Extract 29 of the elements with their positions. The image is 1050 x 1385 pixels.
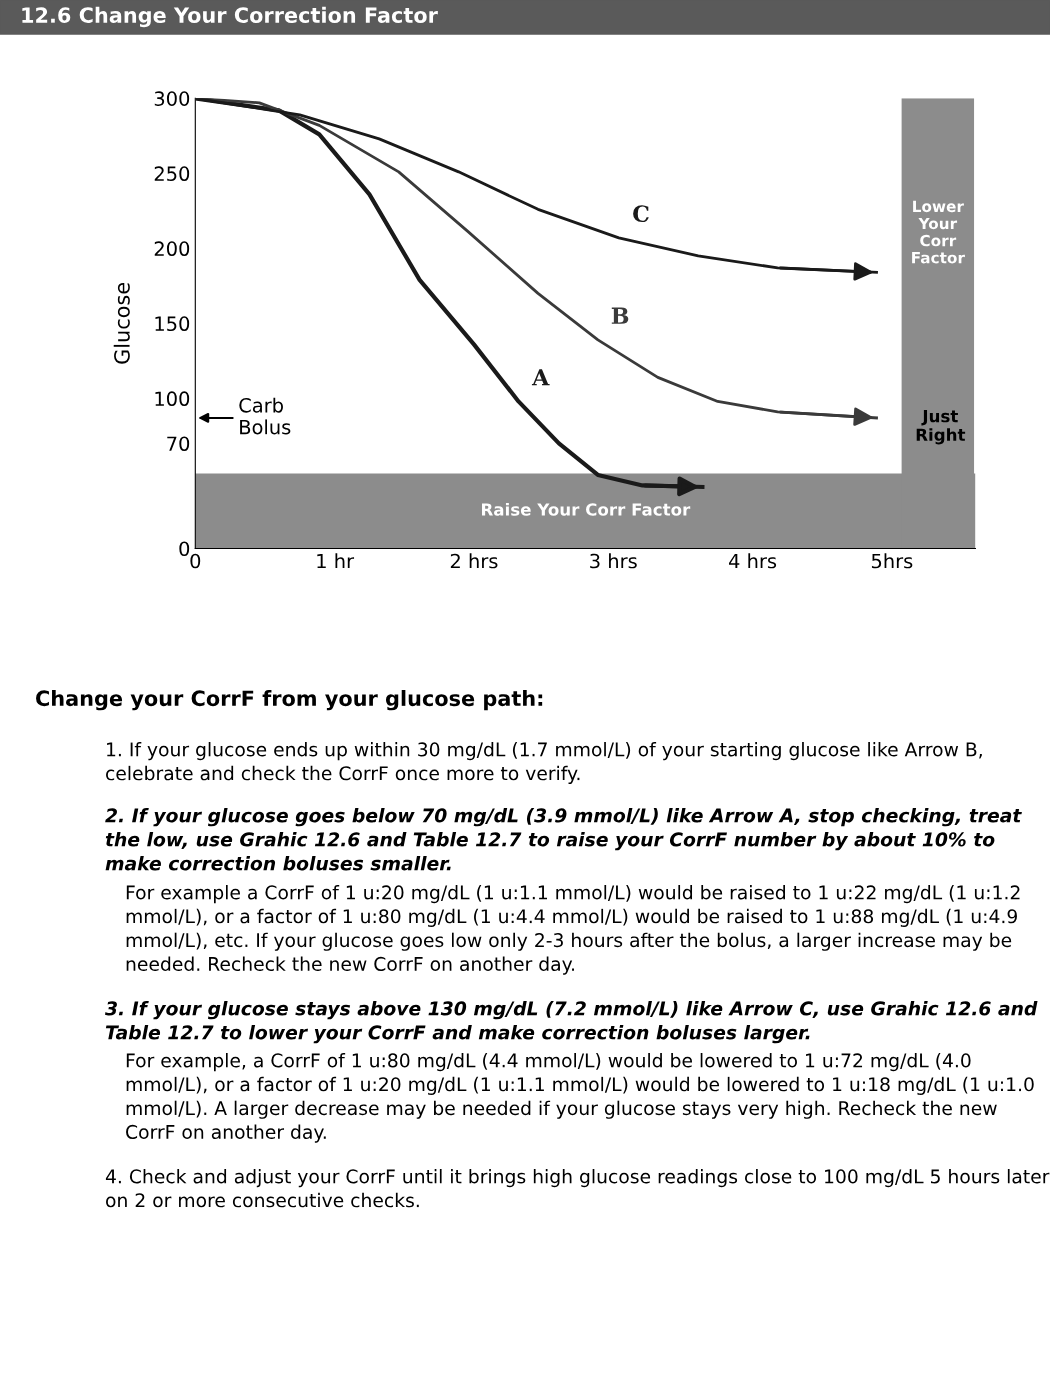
x-tick-label: 5hrs [871, 553, 913, 569]
y-tick-label: 200 [154, 241, 190, 257]
annotation: Carb Bolus [239, 397, 291, 435]
chart-title: 12.6 Change Your Correction Factor [22, 6, 438, 28]
text: 3. If your glucose stays above 130 mg/dL (7.2 mmol/L) like Arrow C, use Grahic 12.6 and Table 12.7 to lower your CorrF and make correction boluses larger. [105, 1001, 1038, 1044]
annotation: Just Right [916, 409, 966, 445]
series-label: A [531, 369, 550, 386]
band-label: Raise Your Corr Factor [482, 502, 691, 516]
x-tick-label: 1 hr [317, 553, 355, 569]
y-tick-label: 300 [154, 91, 190, 106]
series-label: B [611, 307, 629, 324]
text: Change your CorrF from your glucose path: [36, 690, 543, 711]
y-tick-label: 0 [179, 541, 190, 557]
text: For example, a CorrF of 1 u:80 mg/dL (4.4 mmol/L) would be lowered to 1 u:72 mg/dL (4.0 mmol/L), or a factor of 1 u:20 mg/dL (1 u:1.1 mmol/L) would be lowered to 1 u:18 mg/dL (1 u:1.0 mmol/L). A larger decrease may be needed if your glucose stays very high. Recheck the new CorrF on another day. [126, 1053, 1034, 1143]
text: For example a CorrF of 1 u:20 mg/dL (1 u:1.1 mmol/L) would be raised to 1 u:22 mg/dL (1 u:1.2 mmol/L), or a factor of 1 u:80 mg/dL (1 u:4.4 mmol/L) would be raised to 1 u:88 mg/dL (1 u:4.9 mmol/L), etc. If your glucose goes low only 2-3 hours after the bolus, a larger increase may be needed. Recheck the new CorrF on another day. [126, 885, 1020, 975]
y-tick-label: 150 [155, 316, 190, 332]
y-tick-label: 250 [154, 166, 190, 182]
x-tick-label: 0 [190, 553, 201, 569]
y-tick-label: 70 [167, 436, 190, 452]
x-tick-label: 4 hrs [729, 553, 777, 569]
text: 1. If your glucose ends up within 30 mg/dL (1.7 mmol/L) of your starting glucose like Arrow B, celebrate and check the CorrF once more to verify. [106, 742, 982, 784]
x-tick-label: 2 hrs [450, 553, 498, 569]
text: 2. If your glucose goes below 70 mg/dL (3.9 mmol/L) like Arrow A, stop checking, treat the low, use Grahic 12.6 and Table 12.7 to raise your CorrF number by about 10% to make correction boluses smaller. [105, 808, 1022, 871]
series-label: C [633, 205, 649, 223]
band-label: Lower Your Corr Factor [912, 200, 965, 264]
y-axis-title: Glucose [113, 283, 130, 364]
x-tick-label: 3 hrs [590, 553, 637, 569]
y-tick-label: 100 [155, 391, 190, 407]
text: 4. Check and adjust your CorrF until it brings high glucose readings close to 100 mg/dL 5 hours later on 2 or more consecutive checks. [105, 1169, 1050, 1208]
